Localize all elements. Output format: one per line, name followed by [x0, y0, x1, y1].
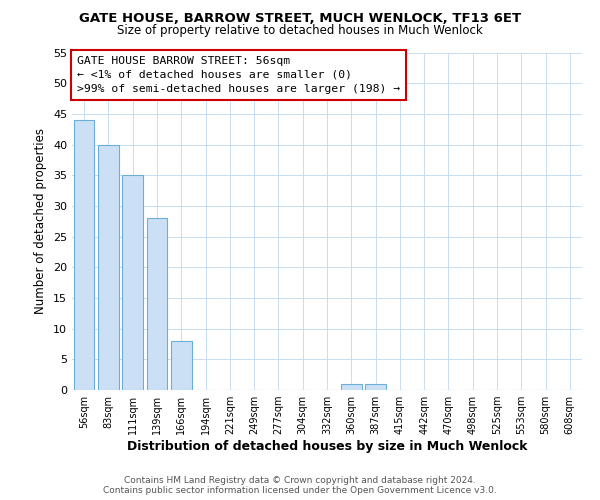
Text: Contains HM Land Registry data © Crown copyright and database right 2024.
Contai: Contains HM Land Registry data © Crown c…: [103, 476, 497, 495]
Bar: [365, 384, 386, 390]
Bar: [146, 218, 167, 390]
Text: GATE HOUSE, BARROW STREET, MUCH WENLOCK, TF13 6ET: GATE HOUSE, BARROW STREET, MUCH WENLOCK,…: [79, 12, 521, 26]
Text: Size of property relative to detached houses in Much Wenlock: Size of property relative to detached ho…: [117, 24, 483, 37]
Bar: [122, 175, 143, 390]
Bar: [341, 384, 362, 390]
Text: GATE HOUSE BARROW STREET: 56sqm
← <1% of detached houses are smaller (0)
>99% of: GATE HOUSE BARROW STREET: 56sqm ← <1% of…: [77, 56, 400, 94]
Bar: [171, 341, 191, 390]
X-axis label: Distribution of detached houses by size in Much Wenlock: Distribution of detached houses by size …: [127, 440, 527, 453]
Y-axis label: Number of detached properties: Number of detached properties: [34, 128, 47, 314]
Bar: [74, 120, 94, 390]
Bar: [98, 144, 119, 390]
